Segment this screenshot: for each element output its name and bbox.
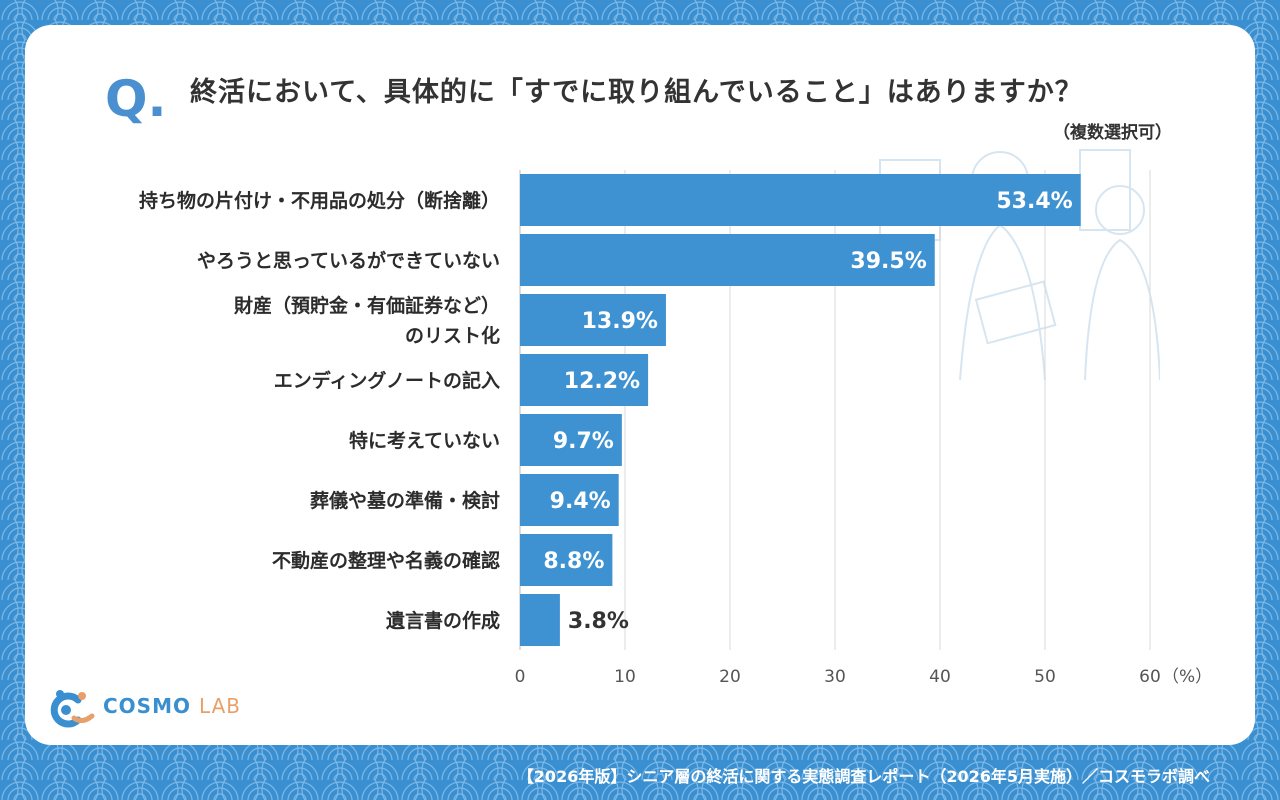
category-label: 特に考えていない <box>349 430 500 452</box>
x-tick-label: 50 <box>1034 667 1056 687</box>
category-label: のリスト化 <box>405 324 500 347</box>
x-axis-unit: （%） <box>1162 667 1212 687</box>
data-label: 3.8% <box>568 609 629 634</box>
logo-text-cosmo: COSMO <box>103 694 191 718</box>
data-label: 9.4% <box>550 489 611 514</box>
question-mark-label: Q. <box>105 70 167 128</box>
category-label: やろうと思っているができていない <box>197 249 500 272</box>
bar <box>520 294 666 346</box>
x-tick-label: 10 <box>614 667 636 687</box>
x-tick-label: 60 <box>1139 667 1161 687</box>
data-label: 53.4% <box>996 189 1072 214</box>
data-label: 13.9% <box>582 309 658 334</box>
multi-select-note: （複数選択可） <box>1053 123 1172 143</box>
bar <box>520 474 619 526</box>
data-label: 12.2% <box>564 369 640 394</box>
source-footer: 【2026年版】シニア層の終活に関する実態調査レポート（2026年5月実施）／コ… <box>517 767 1210 786</box>
x-tick-label: 20 <box>719 667 741 687</box>
x-tick-label: 40 <box>929 667 951 687</box>
bar <box>520 594 560 646</box>
category-label: エンディングノートの記入 <box>274 369 500 392</box>
category-label: 遺言書の作成 <box>386 609 500 632</box>
category-label: 財産（預貯金・有価証券など） <box>234 294 500 317</box>
data-label: 9.7% <box>553 429 614 454</box>
logo-icon <box>50 690 95 728</box>
x-tick-label: 30 <box>824 667 846 687</box>
data-label: 39.5% <box>850 249 926 274</box>
category-label: 持ち物の片付け・不用品の処分（断捨離） <box>139 189 500 212</box>
logo-text-lab: LAB <box>198 694 241 718</box>
x-tick-label: 0 <box>515 667 526 687</box>
data-label: 8.8% <box>543 549 604 574</box>
bar <box>520 234 935 286</box>
cosmo-lab-logo: COSMO LAB <box>48 688 248 728</box>
category-label: 葬儀や墓の準備・検討 <box>310 489 500 512</box>
bar <box>520 354 649 406</box>
chart-title: 終活において、具体的に「すでに取り組んでいること」はありますか？ <box>190 77 1083 108</box>
bar <box>520 174 1081 226</box>
category-label: 不動産の整理や名義の確認 <box>272 549 500 572</box>
bar <box>520 534 613 586</box>
bar <box>520 414 622 466</box>
